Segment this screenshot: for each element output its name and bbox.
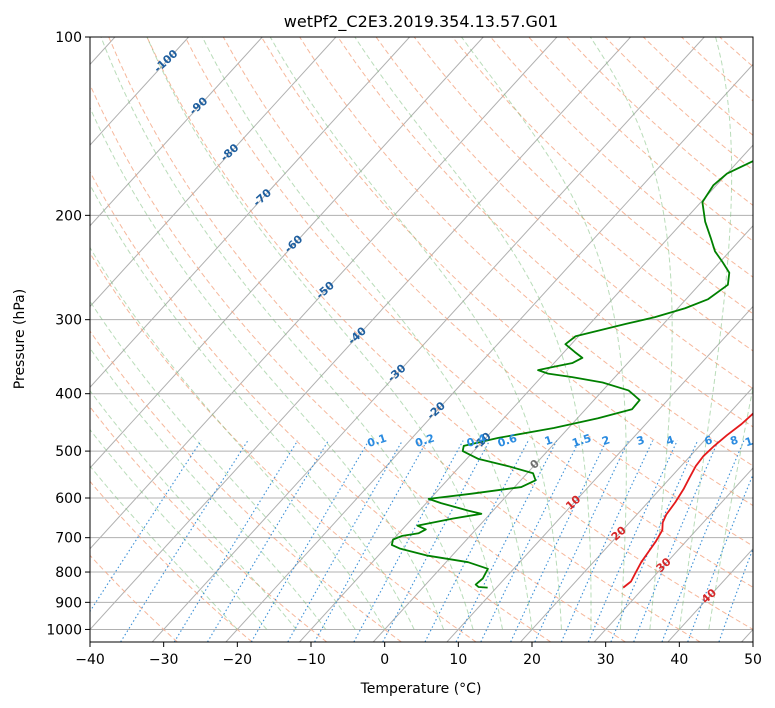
mixing-ratio-line (250, 440, 370, 642)
isotherm-line (372, 225, 753, 642)
mixing-ratio-line (120, 440, 249, 642)
mixing-ratio-line (173, 440, 299, 642)
mixing-ratio-label: 1.5 (570, 432, 593, 450)
mixing-ratio-line (207, 440, 329, 642)
isotherm-line (520, 386, 753, 642)
moist-adiabat (708, 384, 753, 630)
y-tick-label: 100 (55, 30, 82, 46)
mixing-ratio-label: 0.2 (413, 432, 436, 450)
x-tick-label: 30 (597, 652, 615, 668)
moist-adiabat (90, 347, 327, 630)
mixing-ratio-label: 0.1 (366, 432, 389, 450)
x-tick-label: 10 (449, 652, 467, 668)
mixing-ratio-line (455, 440, 558, 642)
x-tick-label: −20 (223, 652, 253, 668)
isotherm-line (90, 37, 631, 631)
moist-adiabat (201, 37, 533, 630)
mixing-ratio-line (90, 440, 202, 613)
mixing-ratio-line (587, 440, 678, 642)
moist-adiabat (354, 37, 592, 630)
isotherm-line (90, 37, 410, 389)
mixing-ratio-label: 10 (743, 432, 762, 449)
isotherm-line (151, 37, 705, 642)
dry-adiabat (184, 37, 753, 588)
mixing-ratio-line (353, 440, 464, 642)
mixing-ratio-label: 1 (543, 433, 554, 448)
mixing-ratio-label: 4 (664, 433, 676, 448)
x-axis-label: Temperature (°C) (360, 681, 482, 697)
dry-adiabat (90, 330, 402, 642)
moist-adiabat (90, 246, 386, 630)
y-tick-label: 800 (55, 565, 82, 581)
y-tick-label: 1000 (46, 622, 82, 638)
isotherm-line (90, 37, 189, 146)
x-tick-label: −10 (296, 652, 326, 668)
dry-adiabat (90, 480, 253, 642)
mixing-ratio-line (610, 440, 699, 642)
isotherm-line (593, 467, 753, 642)
moist-adiabat (100, 37, 474, 630)
y-tick-label: 300 (55, 313, 82, 329)
dry-adiabat (108, 37, 701, 642)
mixing-ratio-label: 6 (703, 433, 715, 448)
x-tick-label: 20 (523, 652, 541, 668)
mixing-ratio-line (480, 440, 580, 642)
x-tick-label: 40 (670, 652, 688, 668)
mixing-ratio-label: 0.4 (465, 431, 488, 449)
y-tick-label: 700 (55, 531, 82, 547)
moist-adiabat (90, 465, 238, 630)
mixing-ratio-line (560, 440, 654, 642)
dry-adiabat (413, 37, 753, 352)
isotherm-line (299, 144, 753, 642)
y-tick-label: 200 (55, 208, 82, 224)
mixing-ratio-label: 3 (635, 433, 646, 448)
series-layer (390, 160, 753, 589)
dry-adiabat (375, 37, 753, 390)
temperature-profile (622, 412, 753, 589)
moist-adiabat (146, 37, 504, 630)
y-tick-label: 600 (55, 491, 82, 507)
moist-adiabat (90, 300, 356, 630)
y-tick-label: 400 (55, 387, 82, 403)
y-axis-label: Pressure (hPa) (12, 289, 28, 389)
isotherm-line (225, 63, 753, 642)
x-axis-ticks: −40 −30 −20 −10 0 10 20 30 40 50 (75, 642, 762, 668)
mixing-ratio-label: 8 (729, 433, 740, 448)
x-tick-label: −30 (149, 652, 179, 668)
y-tick-label: 900 (55, 595, 82, 611)
dry-adiabat (90, 170, 552, 642)
moist-adiabat (90, 106, 445, 630)
mixing-ratio-label: 0.6 (496, 431, 519, 449)
isotherm-line (90, 37, 558, 550)
isotherm-line (90, 37, 263, 227)
mixing-ratio-line (534, 440, 630, 642)
dewpoint-profile (390, 160, 753, 589)
mixing-ratio-label: 2 (600, 433, 611, 448)
moist-adiabat (589, 37, 673, 630)
x-tick-label: 50 (744, 652, 762, 668)
x-tick-label: 0 (380, 652, 389, 668)
isotherm-line (90, 37, 484, 469)
grid-layer (90, 37, 753, 642)
moist-adiabat (269, 37, 562, 630)
dry-adiabat (299, 37, 753, 467)
dry-adiabat (222, 37, 753, 547)
chart-title: wetPf2_C2E3.2019.354.13.57.G01 (284, 12, 558, 32)
plot-frame (89, 36, 754, 643)
plot-area: -100-90-80-70-60-50-40-30-20-10010203040… (90, 37, 762, 642)
moist-adiabat (90, 428, 268, 630)
dry-adiabat (261, 37, 753, 507)
moist-adiabat (678, 37, 733, 630)
mixing-ratio-line (314, 440, 428, 642)
moist-adiabat (461, 37, 627, 630)
moist-adiabat (90, 183, 415, 630)
y-tick-label: 500 (55, 444, 82, 460)
x-tick-label: −40 (75, 652, 105, 668)
isotherm-line (446, 305, 753, 642)
mixing-ratio-line (287, 440, 403, 642)
mixing-ratio-layer (90, 440, 753, 642)
y-axis-ticks: 100 200 300 400 500 600 700 800 900 1000 (46, 30, 90, 638)
